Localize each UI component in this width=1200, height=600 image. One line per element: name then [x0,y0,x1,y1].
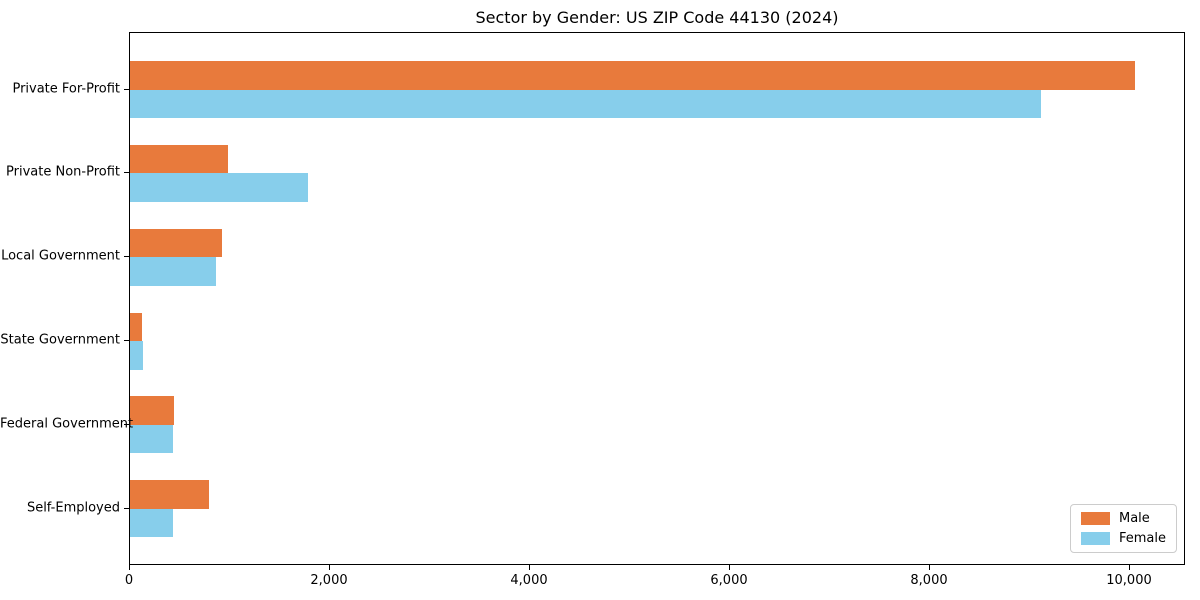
y-tick-label-federal-government: Federal Government [0,416,134,432]
legend-label-female: Female [1118,531,1166,546]
bar-female-state-government [130,341,143,370]
legend-item-male: Male [1080,511,1166,526]
bar-male-federal-government [130,396,174,425]
plot-area: Male Female [129,32,1185,565]
x-tick-0 [129,565,130,570]
x-tick-4000 [529,565,530,570]
y-tick-label-private-for-profit: Private For-Profit [12,81,120,96]
chart-title: Sector by Gender: US ZIP Code 44130 (202… [475,8,839,27]
y-tick-label-local-government: Local Government [1,248,120,264]
x-tick-label-4000: 4,000 [510,573,548,588]
bar-female-local-government [130,257,216,286]
y-tick-label-private-non-profit: Private Non-Profit [6,164,120,180]
y-tick-label-state-government: State Government [0,332,120,348]
x-tick-label-0: 0 [124,573,134,588]
bar-male-local-government [130,228,222,258]
y-tick-private-non-profit [124,172,129,174]
bar-female-federal-government [130,424,173,454]
x-tick-label-10000: 10,000 [1106,573,1152,588]
x-tick-label-8000: 8,000 [910,573,948,588]
legend-item-female: Female [1080,531,1166,546]
bar-female-private-non-profit [130,173,308,202]
x-tick-8000 [929,565,930,570]
y-tick-private-for-profit [124,88,129,90]
legend: Male Female [1069,504,1177,553]
y-tick-label-self-employed: Self-Employed [26,500,120,516]
y-tick-self-employed [124,507,129,509]
x-tick-label-6000: 6,000 [710,573,748,588]
bar-female-private-for-profit [130,89,1041,118]
bar-male-state-government [130,312,142,342]
x-tick-2000 [329,565,330,570]
x-tick-label-2000: 2,000 [310,573,348,588]
bar-male-self-employed [130,480,209,509]
y-tick-state-government [124,340,129,342]
bar-male-private-for-profit [130,61,1135,90]
y-tick-federal-government [124,423,129,425]
bar-female-self-employed [130,508,173,538]
legend-swatch-male [1080,512,1110,525]
legend-swatch-female [1080,532,1110,545]
x-tick-10000 [1129,565,1130,570]
x-tick-6000 [729,565,730,570]
legend-label-male: Male [1118,511,1150,526]
y-tick-local-government [124,256,129,258]
bar-male-private-non-profit [130,144,228,174]
